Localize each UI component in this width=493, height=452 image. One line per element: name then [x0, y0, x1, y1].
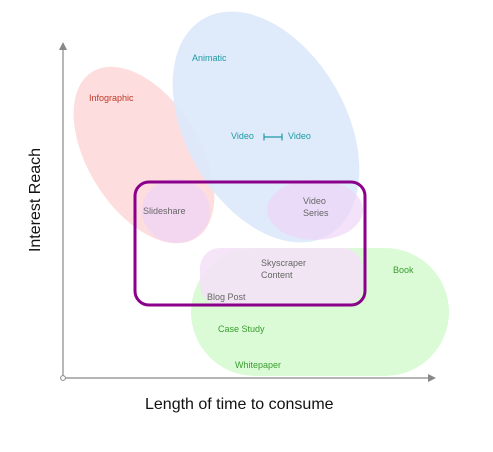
- infographic-label: Infographic: [89, 93, 134, 103]
- y-axis-arrowhead: [59, 42, 67, 50]
- slideshare-region: [142, 179, 210, 243]
- blog-post-label: Blog Post: [207, 292, 246, 302]
- skyscraper-region: [200, 248, 363, 305]
- animatic-label: Animatic: [192, 53, 227, 63]
- slideshare-label: Slideshare: [143, 206, 186, 216]
- highlight-box: [133, 180, 367, 307]
- skyscraper-label-line1: Skyscraper: [261, 258, 307, 268]
- x-axis-title: Length of time to consume: [145, 396, 334, 413]
- axis-origin: [60, 375, 66, 381]
- whitepaper-label: Whitepaper: [235, 360, 282, 370]
- video-right-label: Video: [288, 131, 311, 141]
- video-series-label-line2: Series: [303, 208, 329, 218]
- video-series-region: [267, 180, 363, 240]
- video-series-label-line1: Video: [303, 196, 326, 206]
- y-axis-title: Interest Reach: [27, 147, 44, 253]
- book-label: Book: [393, 265, 414, 275]
- case-study-label: Case Study: [218, 324, 265, 334]
- skyscraper-label-line2: Content: [261, 270, 293, 280]
- x-axis-arrowhead: [428, 374, 436, 382]
- video-left-label: Video: [231, 131, 254, 141]
